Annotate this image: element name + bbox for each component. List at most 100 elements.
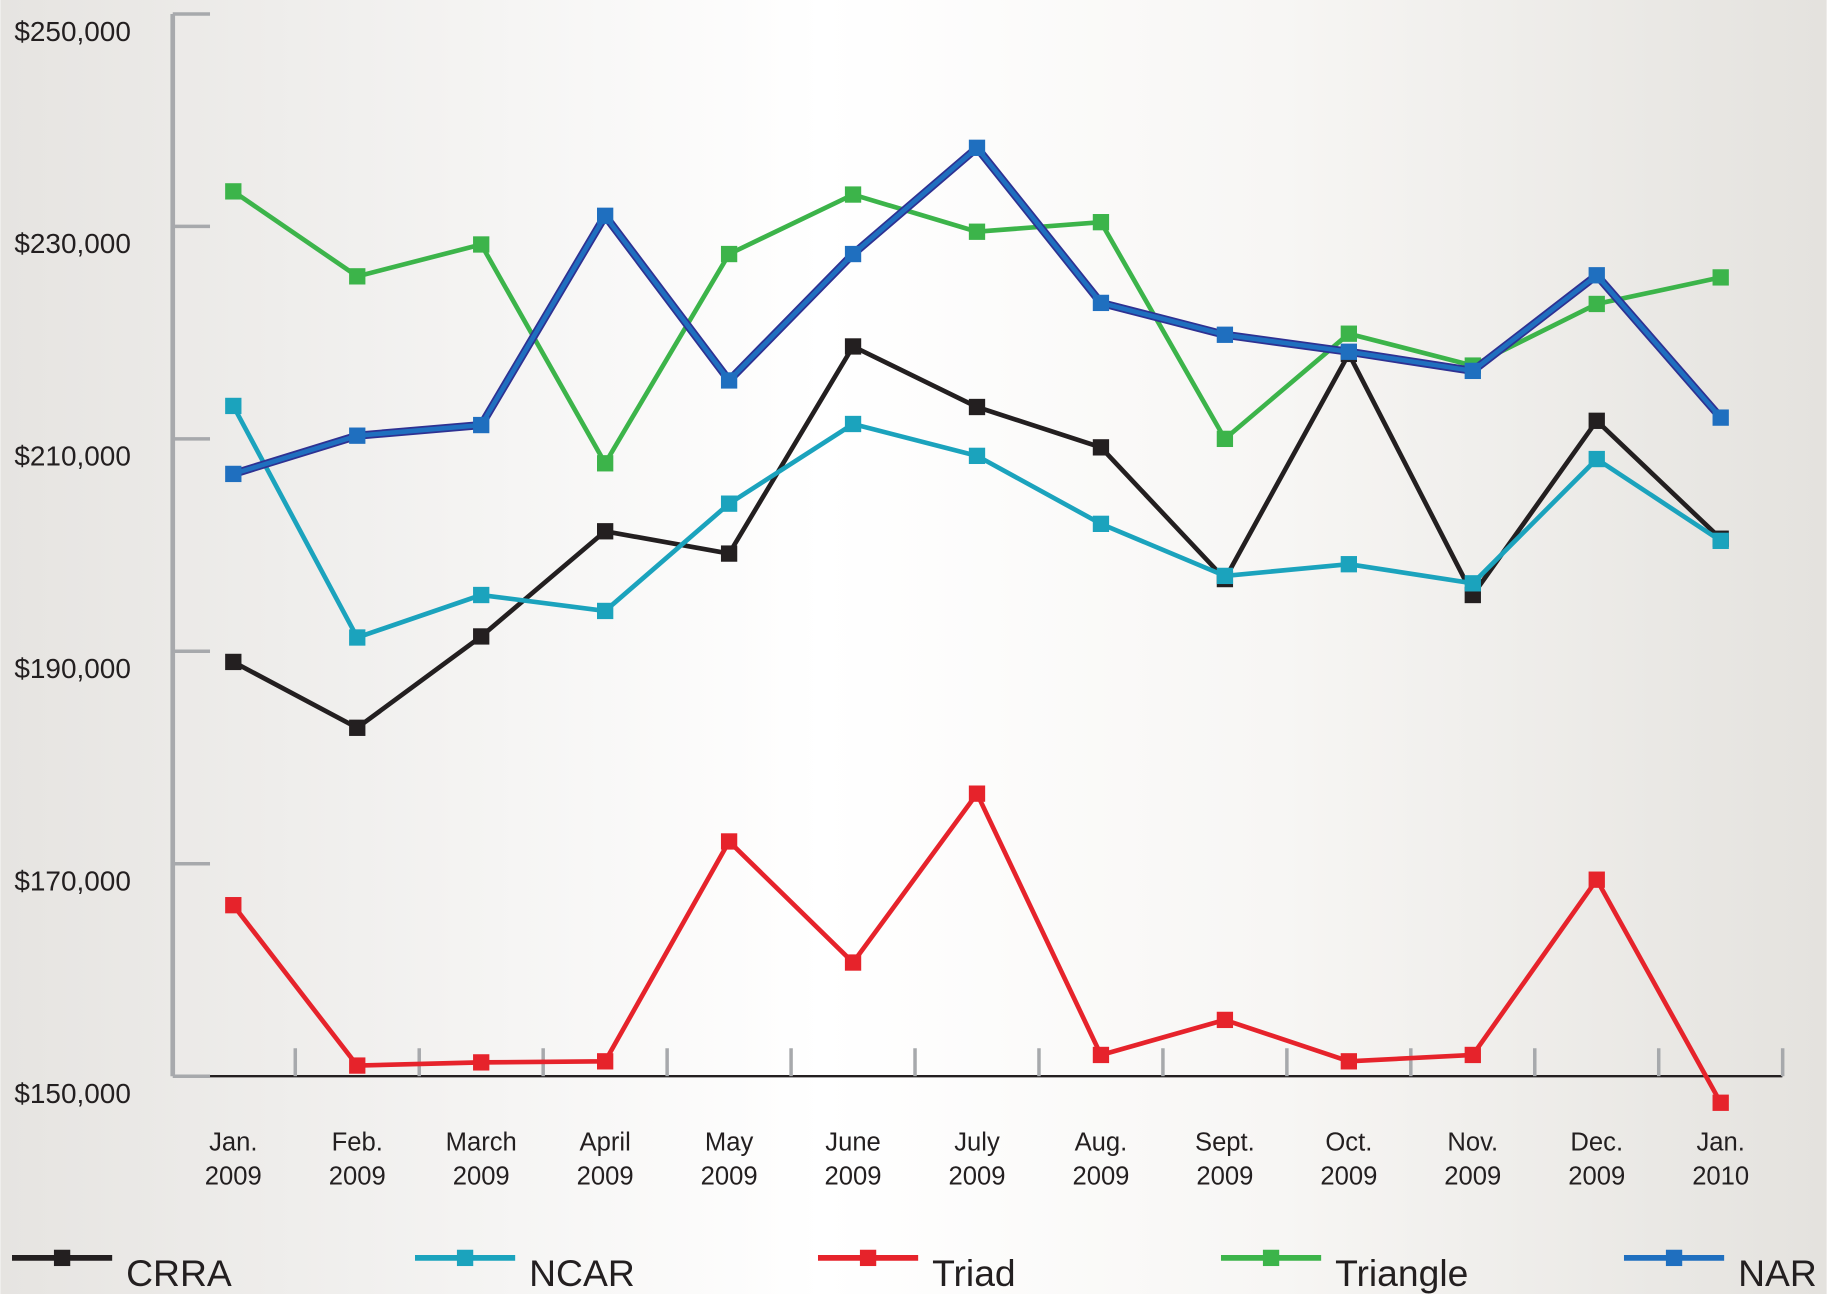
point [1092,1046,1110,1064]
point [349,629,366,646]
point [1092,515,1110,532]
point [844,245,862,263]
point [1216,1011,1234,1029]
legend-marker [53,1249,71,1267]
point [1092,439,1110,456]
point [1340,343,1358,360]
point [720,372,738,389]
point [1216,567,1234,585]
point [1216,430,1234,448]
point [1588,450,1605,468]
x-tick-label: 2009 [577,1163,634,1191]
point [1340,556,1358,573]
point [596,455,614,472]
point [225,397,242,415]
point [844,338,862,355]
point [596,523,614,540]
x-tick-label: 2009 [1196,1163,1253,1191]
point [1588,412,1605,429]
point [968,139,986,156]
x-tick-label: 2009 [1072,1163,1129,1191]
y-tick-label: $170,000 [14,866,131,897]
point [473,586,490,604]
x-tick-label: March [446,1129,517,1157]
point [596,602,614,620]
point [473,1054,490,1071]
point [1712,409,1729,426]
point [720,545,738,562]
x-tick-label: Jan. [209,1129,257,1157]
point [349,427,366,444]
x-tick-label: Sept. [1195,1129,1255,1157]
x-tick-label: 2009 [1568,1163,1625,1191]
point [1712,269,1729,286]
point [225,183,242,200]
point [1588,871,1605,888]
x-tick-label: 2009 [701,1163,758,1191]
legend-marker [1262,1249,1280,1267]
point [225,653,242,671]
y-tick-label: $250,000 [14,16,131,47]
point [473,628,490,645]
x-tick-label: June [825,1129,881,1157]
point [968,223,986,240]
legend-marker [859,1249,877,1267]
point [349,268,366,285]
x-tick-label: Dec. [1570,1129,1623,1157]
point [844,186,862,203]
y-tick-label: $230,000 [14,228,131,259]
point [349,719,366,736]
point [349,1057,366,1074]
legend-label: Triangle [1335,1252,1468,1294]
x-tick-label: 2009 [1444,1163,1501,1191]
legend-marker [456,1249,474,1267]
point [720,245,738,263]
point [1340,1053,1358,1070]
legend-label: CRRA [126,1252,232,1294]
point [720,833,738,850]
point [1092,214,1110,231]
x-tick-label: April [580,1129,631,1157]
x-tick-label: Jan. [1696,1129,1744,1157]
x-tick-label: 2009 [205,1163,262,1191]
legend-marker [1665,1249,1683,1267]
point [1464,575,1481,592]
point [968,398,986,416]
x-tick-label: 2009 [1320,1163,1377,1191]
point [1464,1046,1481,1064]
point [225,897,242,914]
x-tick-label: 2009 [329,1163,386,1191]
x-tick-label: 2010 [1692,1163,1749,1191]
x-tick-label: 2009 [825,1163,882,1191]
point [473,236,490,253]
point [596,1053,614,1070]
point [844,415,862,433]
point [225,465,242,483]
point [720,495,738,512]
point [968,785,986,802]
y-tick-label: $210,000 [14,441,131,472]
y-tick-label: $190,000 [14,653,131,684]
point [844,954,862,971]
y-tick-label: $150,000 [14,1078,131,1109]
point [596,207,614,224]
legend-label: NCAR [529,1252,635,1294]
point [1712,532,1729,549]
x-tick-label: Aug. [1075,1129,1128,1157]
point [473,416,490,434]
x-tick-label: July [954,1129,1000,1157]
legend-label: NAR [1738,1252,1817,1294]
point [1464,362,1481,380]
x-tick-label: Feb. [332,1129,383,1157]
x-tick-label: 2009 [453,1163,510,1191]
point [1340,325,1358,342]
x-tick-label: Oct. [1325,1129,1372,1157]
x-tick-label: Nov. [1447,1129,1498,1157]
x-tick-label: May [705,1129,754,1157]
point [1712,1094,1729,1111]
point [968,447,986,465]
point [1588,295,1605,313]
point [1216,326,1234,343]
